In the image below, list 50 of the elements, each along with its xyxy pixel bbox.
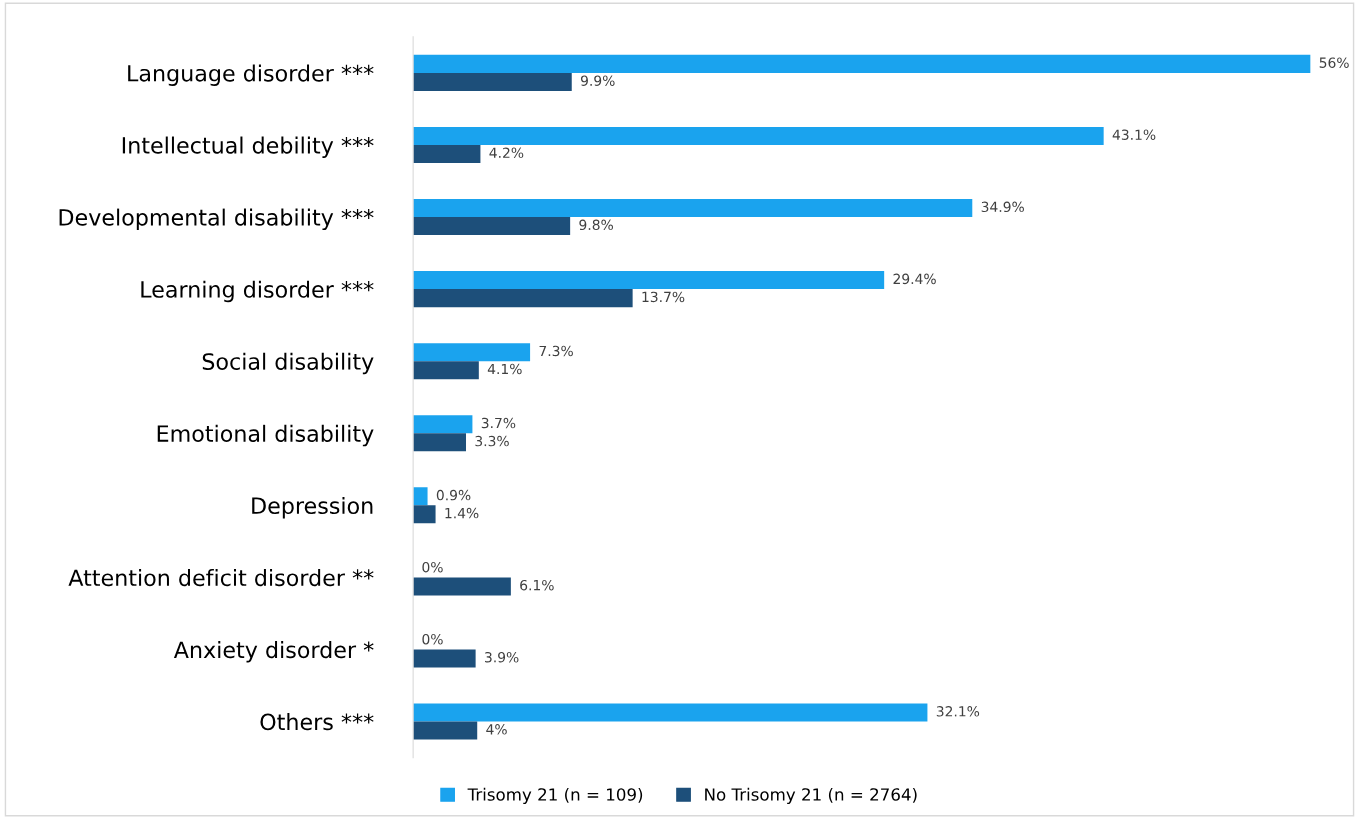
data-label: 0.9% [436, 489, 471, 501]
data-label: 4.1% [487, 363, 522, 375]
y-tick-label: Social disability [202, 352, 374, 375]
bar [413, 361, 479, 380]
bar [413, 126, 1104, 145]
data-label: 43.1% [1112, 129, 1156, 140]
data-label: 1.4% [445, 507, 479, 519]
y-tick-label: Learning disorder *** [141, 280, 374, 303]
bar [413, 649, 476, 668]
bar [413, 271, 885, 290]
data-label: 7.3% [539, 345, 573, 357]
data-label: 4% [486, 724, 507, 735]
bar [413, 703, 928, 722]
bar [413, 199, 973, 218]
bar [413, 505, 436, 524]
data-label: 9.8% [579, 219, 613, 231]
data-label: 32.1% [936, 706, 980, 717]
data-label: 13.7% [642, 291, 685, 303]
data-label: 3.7% [481, 417, 516, 429]
y-tick-label: Anxiety disorder * [173, 641, 374, 663]
bar [413, 487, 428, 506]
data-label: 0% [422, 633, 443, 645]
bar [413, 217, 571, 236]
data-label: 0% [422, 561, 443, 573]
data-label: 34.9% [981, 201, 1024, 213]
legend-label: No Trisomy 21 (n = 2764) [705, 787, 917, 804]
legend-label: Trisomy 21 (n = 109) [467, 787, 643, 804]
bar [413, 72, 572, 91]
bar [413, 54, 1311, 73]
y-tick-label: Attention deficit disorder ** [68, 568, 374, 587]
data-label: 29.4% [893, 273, 936, 285]
data-label: 3.9% [485, 652, 519, 663]
data-label: 9.9% [580, 75, 615, 86]
bar [413, 433, 467, 452]
data-label: 6.1% [520, 579, 554, 591]
data-label: 3.3% [475, 435, 509, 447]
y-tick-label: Others *** [260, 713, 374, 731]
bar [413, 144, 481, 163]
bar [413, 415, 473, 434]
y-tick-label: Intellectual debility *** [122, 136, 374, 159]
bar [413, 343, 531, 362]
y-tick-label: Developmental disability *** [59, 208, 374, 231]
bar [413, 721, 478, 740]
bar [413, 289, 633, 308]
y-tick-label: Language disorder *** [128, 64, 374, 86]
bar [413, 577, 511, 596]
y-tick-label: Emotional disability [157, 424, 374, 447]
y-tick-label: Depression [252, 496, 373, 519]
data-label: 4.2% [489, 147, 524, 158]
data-label: 56% [1319, 57, 1349, 68]
